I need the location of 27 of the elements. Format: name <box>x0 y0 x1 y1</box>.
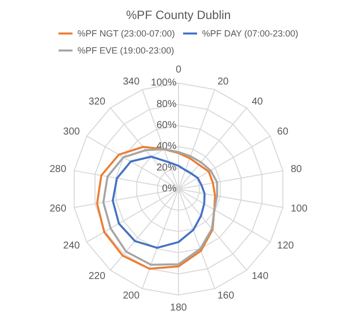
spoke-label: 260 <box>50 203 67 214</box>
legend-label: %PF EVE (19:00-23:00) <box>78 46 174 56</box>
y-tick-label: 0% <box>162 184 177 195</box>
spoke-label: 140 <box>252 270 269 282</box>
legend-label: %PF NGT (23:00-07:00) <box>78 28 175 38</box>
spoke-label: 0 <box>176 64 182 76</box>
chart-title: %PF County Dublin <box>126 8 231 22</box>
spoke-label: 20 <box>217 76 230 88</box>
spoke-label: 120 <box>277 240 294 252</box>
y-tick-label: 20% <box>156 162 177 174</box>
spoke-label: 60 <box>277 126 289 138</box>
y-tick-label: 60% <box>156 120 177 132</box>
spoke-label: 200 <box>122 290 140 302</box>
spoke-label: 80 <box>290 164 302 175</box>
y-tick-label: 80% <box>156 98 177 110</box>
spoke-label: 180 <box>170 302 188 314</box>
spoke-label: 240 <box>63 240 80 252</box>
spoke-label: 220 <box>88 270 106 282</box>
spoke-label: 320 <box>88 96 106 108</box>
y-tick-label: 100% <box>150 78 177 89</box>
spoke-label: 160 <box>217 290 235 302</box>
spoke-label: 100 <box>290 203 308 214</box>
spoke-label: 40 <box>252 96 264 108</box>
spoke-label: 300 <box>63 126 80 138</box>
spoke-label: 340 <box>122 76 140 88</box>
legend-label: %PF DAY (07:00-23:00) <box>202 28 298 38</box>
spoke-label: 280 <box>50 164 67 175</box>
